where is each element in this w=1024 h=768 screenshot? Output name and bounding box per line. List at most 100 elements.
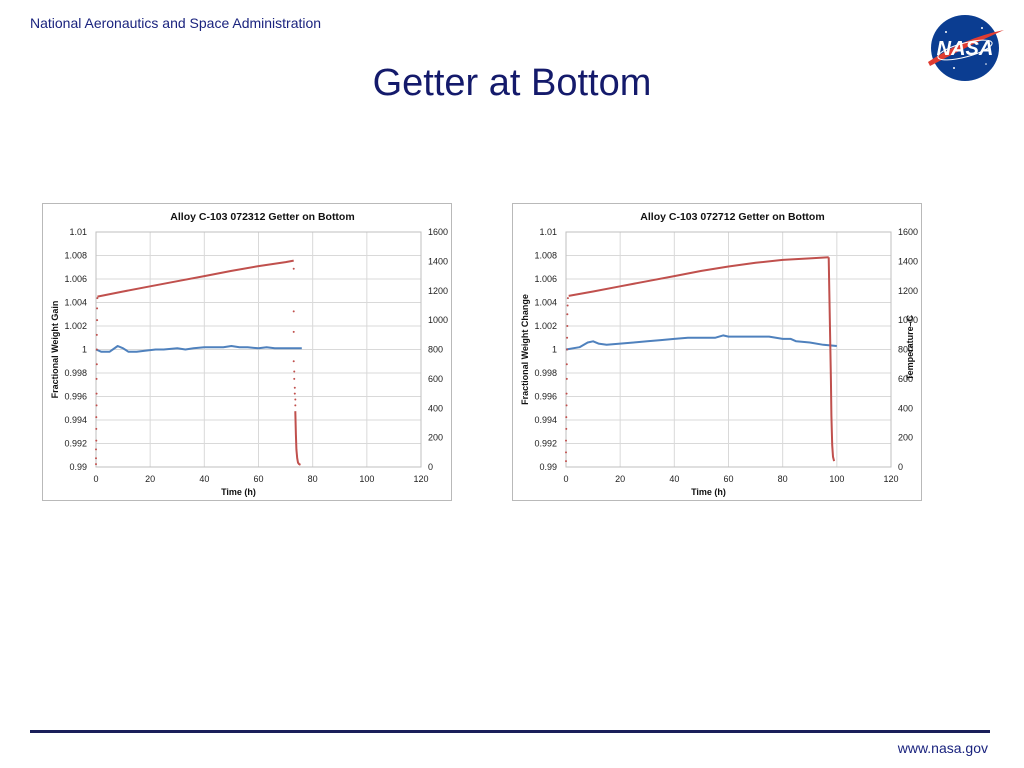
weight-series-line: [95, 345, 302, 353]
y2-tick-label: 1200: [898, 286, 918, 296]
y2-tick-label: 0: [898, 462, 903, 472]
temperature-series-point: [95, 377, 98, 380]
x-tick-label: 100: [829, 474, 844, 484]
y2-tick-label: 1600: [428, 227, 448, 237]
y2-tick-label: 800: [428, 345, 443, 355]
temperature-series-point: [565, 439, 567, 442]
temperature-series-point: [566, 304, 569, 307]
slide-title: Getter at Bottom: [372, 62, 652, 104]
temperature-series-point: [565, 404, 568, 407]
temperature-series-point: [292, 310, 295, 313]
y2-axis-label: Temperature–C: [905, 314, 915, 380]
y2-tick-label: 1200: [428, 286, 448, 296]
y-tick-label: 0.998: [64, 368, 87, 378]
y-tick-label: 0.994: [534, 415, 557, 425]
y-tick-label: 1.008: [534, 251, 557, 261]
chart-svg: 0 20 40 60 80 100 120 0.99 0.992 0.994 0.996 0.998 1…: [520, 211, 918, 497]
x-tick-label: 60: [723, 474, 733, 484]
temperature-series-point: [565, 416, 568, 419]
temperature-series-line: [568, 256, 829, 297]
temperature-series-point: [95, 463, 97, 466]
x-tick-label: 120: [413, 474, 428, 484]
temperature-series-point: [95, 439, 98, 442]
y2-tick-label: 0: [428, 462, 433, 472]
temperature-series-point: [293, 377, 296, 380]
x-axis-label: Time (h): [691, 487, 726, 497]
y2-tick-label: 1600: [898, 227, 918, 237]
y2-tick-label: 1400: [428, 256, 448, 266]
y-axis-label: Fractional Weight Gain: [50, 301, 60, 399]
y-tick-label: 0.994: [64, 415, 87, 425]
x-tick-label: 120: [883, 474, 898, 484]
temperature-series-point: [95, 416, 98, 419]
temperature-series-point: [95, 363, 98, 366]
temperature-series-line: [827, 257, 836, 462]
y-tick-label: 0.996: [534, 392, 557, 402]
x-tick-label: 40: [199, 474, 209, 484]
chart-title: Alloy C-103 072712 Getter on Bottom: [640, 211, 824, 223]
y-tick-label: 1.004: [64, 298, 87, 308]
y2-tick-label: 200: [428, 433, 443, 443]
y2-tick-label: 600: [898, 374, 913, 384]
y2-tick-label: 1000: [428, 315, 448, 325]
y-tick-label: 0.99: [539, 462, 557, 472]
temperature-series-point: [95, 333, 98, 336]
x-tick-label: 80: [308, 474, 318, 484]
temperature-series-point: [566, 297, 569, 300]
y-tick-label: 1.002: [534, 321, 557, 331]
chart-2: 0 20 40 60 80 100 120 0.99 0.992 0.994 0.996 0.998 1…: [512, 203, 922, 501]
temperature-series-point: [96, 319, 99, 322]
x-tick-label: 100: [359, 474, 374, 484]
temperature-series-point: [566, 348, 569, 351]
x-tick-label: 40: [669, 474, 679, 484]
weight-series-line: [565, 334, 837, 351]
temperature-series-point: [565, 427, 568, 430]
y-tick-label: 1: [82, 345, 87, 355]
y-tick-label: 0.992: [64, 439, 87, 449]
org-name: National Aeronautics and Space Administr…: [30, 15, 322, 31]
temperature-series-point: [292, 360, 295, 363]
footer-rule: [30, 730, 990, 733]
temperature-series-point: [95, 392, 98, 395]
x-tick-label: 20: [615, 474, 625, 484]
y-tick-label: 1.002: [64, 321, 87, 331]
x-tick-label: 0: [563, 474, 568, 484]
temperature-series-point: [566, 336, 569, 339]
temperature-series-point: [292, 267, 295, 270]
y2-tick-label: 600: [428, 374, 443, 384]
chart-1: 0 20 40 60 80 100 120 0.99 0.992 0.994 0.996 0.998 1…: [42, 203, 452, 501]
temperature-series-point: [95, 448, 97, 451]
temperature-series-point: [293, 370, 296, 373]
temperature-series-line: [97, 259, 294, 298]
temperature-series-point: [565, 460, 567, 463]
y-tick-label: 1.006: [64, 274, 87, 284]
y-tick-label: 1.01: [69, 227, 87, 237]
temperature-series-point: [95, 404, 98, 407]
nasa-logo: NASA: [928, 15, 1004, 81]
temperature-series-point: [566, 313, 569, 316]
y2-tick-label: 400: [428, 403, 443, 413]
temperature-series-point: [294, 404, 297, 407]
y-tick-label: 1: [552, 345, 557, 355]
x-axis-label: Time (h): [221, 487, 256, 497]
y-tick-label: 1.006: [534, 274, 557, 284]
temperature-series-point: [96, 297, 99, 300]
y2-tick-label: 1400: [898, 256, 918, 266]
temperature-series-point: [565, 377, 568, 380]
y-tick-label: 0.996: [64, 392, 87, 402]
nasa-logo-text: NASA: [937, 38, 994, 60]
temperature-series-point: [95, 427, 98, 430]
y-tick-label: 1.01: [539, 227, 557, 237]
temperature-series-point: [292, 330, 295, 333]
temperature-series-point: [565, 392, 568, 395]
y2-tick-label: 800: [898, 345, 913, 355]
y-tick-label: 1.008: [64, 251, 87, 261]
y-tick-label: 0.99: [69, 462, 87, 472]
temperature-series-point: [95, 457, 97, 460]
temperature-series-point: [96, 307, 99, 310]
y-tick-label: 1.004: [534, 298, 557, 308]
chart-title: Alloy C-103 072312 Getter on Bottom: [170, 211, 354, 223]
y-tick-label: 0.998: [534, 368, 557, 378]
temperature-series-point: [294, 398, 297, 401]
footer-url: www.nasa.gov: [897, 740, 988, 756]
